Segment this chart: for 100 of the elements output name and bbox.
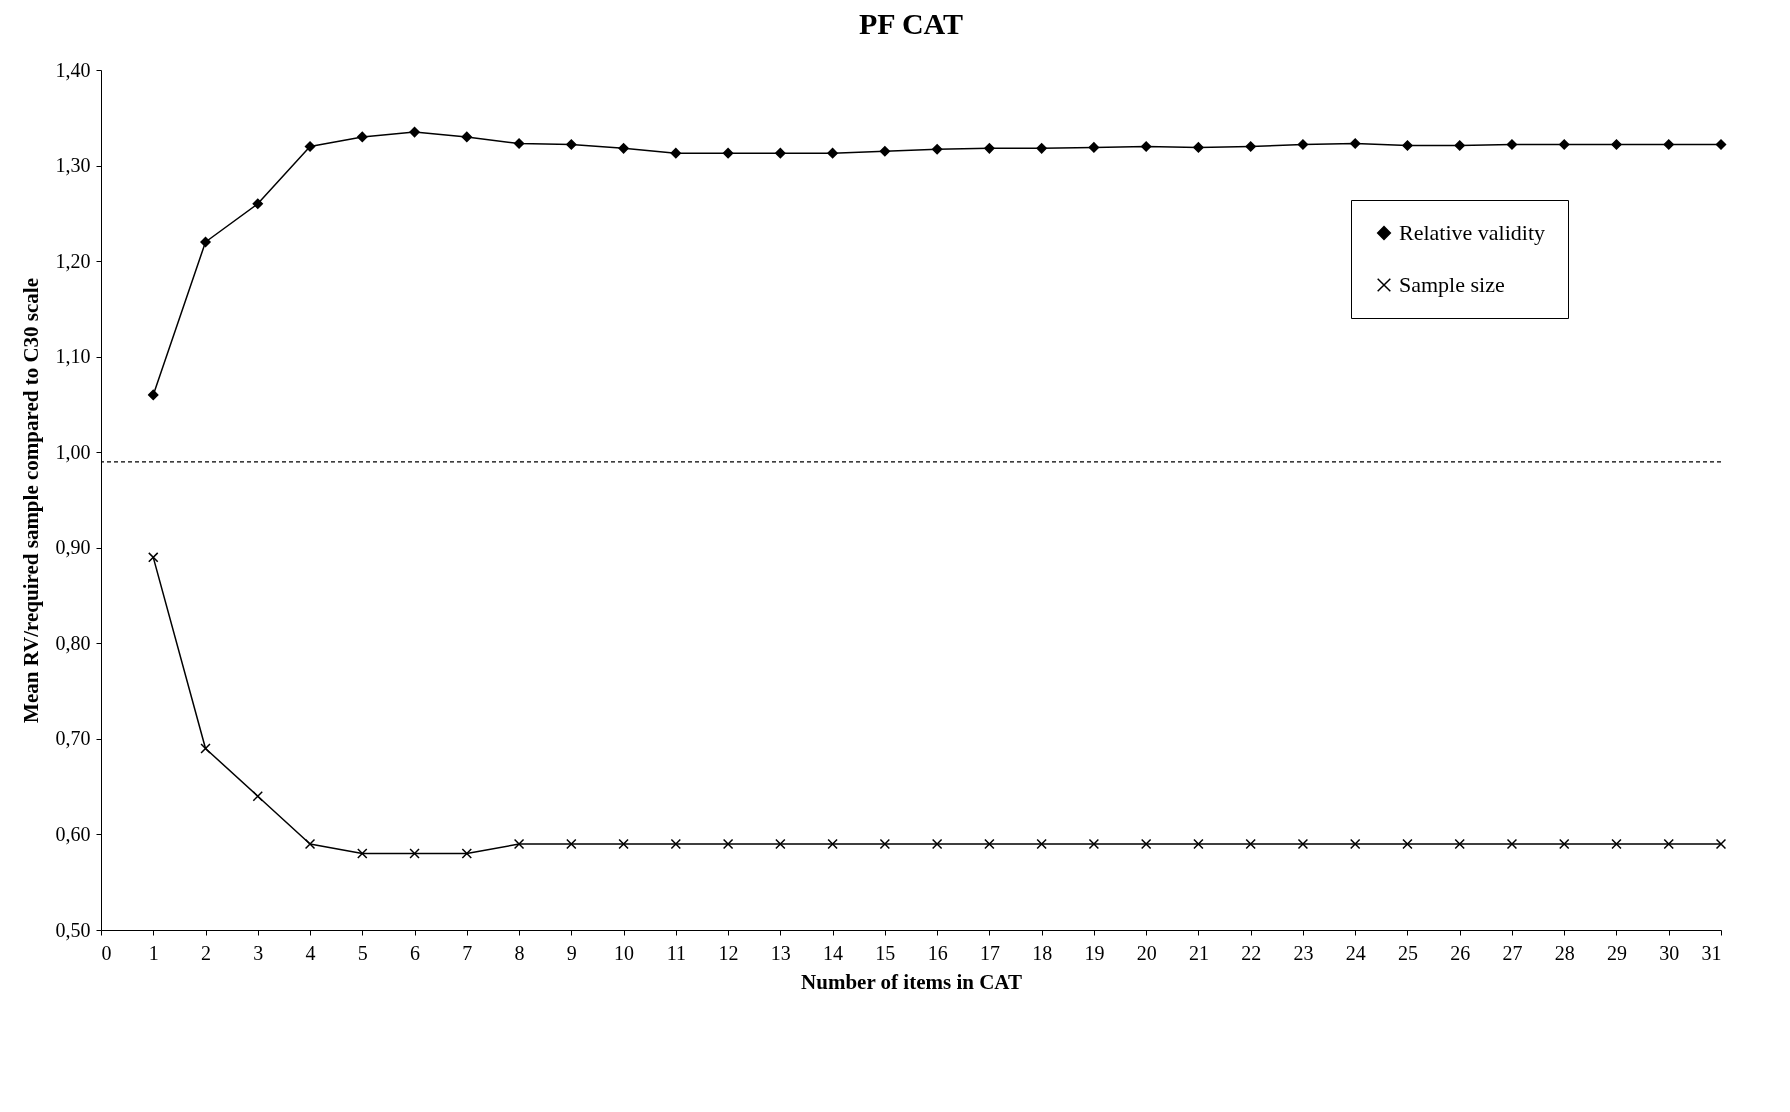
x-tick-label: 23 (1293, 941, 1314, 964)
point (409, 126, 420, 138)
point (304, 141, 316, 152)
point (1663, 139, 1674, 150)
y-tick-label: 0,60 (55, 822, 91, 845)
point (1402, 140, 1413, 151)
x-tick-label: 0 (101, 941, 112, 964)
point (1454, 140, 1465, 151)
point (1454, 838, 1465, 850)
x-tick-label: 19 (1084, 941, 1105, 964)
point (1715, 838, 1727, 850)
x-tick-label: 6 (410, 941, 421, 964)
point (461, 131, 473, 143)
point (879, 838, 891, 850)
point (357, 848, 368, 859)
point (984, 143, 995, 154)
point (1559, 838, 1570, 850)
y-tick-label: 0,90 (55, 536, 91, 559)
point (1715, 139, 1727, 150)
x-tick-label: 24 (1345, 941, 1366, 964)
x-tick-label: 30 (1659, 941, 1680, 964)
point (670, 147, 682, 159)
point (1402, 838, 1413, 850)
point (200, 743, 211, 754)
x-tick-label: 1 (148, 941, 159, 964)
x-tick-label: 12 (718, 941, 739, 964)
x-tick-label: 14 (823, 941, 844, 964)
y-tick-label: 1,40 (55, 58, 91, 81)
x-tick-label: 20 (1136, 941, 1157, 964)
x-tick-label: 11 (666, 941, 686, 964)
x-tick-label: 17 (979, 941, 1000, 964)
x-tick-label: 9 (566, 941, 577, 964)
x-tick-label: 28 (1554, 941, 1575, 964)
point (618, 838, 629, 850)
y-axis-title: Mean RV/required sample compared to C30 scale (18, 278, 43, 723)
point (252, 791, 263, 802)
y-tick-label: 0,80 (55, 631, 91, 654)
point (200, 236, 211, 248)
point (461, 848, 473, 859)
point (984, 838, 995, 850)
x-axis-title: Number of items in CAT (801, 969, 1022, 994)
x-tick-label: 3 (253, 941, 264, 964)
point (1559, 139, 1570, 150)
point (1506, 838, 1518, 850)
x-tick-label: 13 (770, 941, 791, 964)
x-tick-label: 27 (1502, 941, 1523, 964)
point (1245, 141, 1256, 152)
point (722, 838, 734, 850)
point (618, 143, 629, 154)
point (1506, 139, 1518, 150)
x-tick-label: 29 (1606, 941, 1627, 964)
legend-label: Relative validity (1399, 220, 1546, 245)
x-tick-label: 2 (201, 941, 212, 964)
point (1349, 838, 1361, 850)
x-tick-label: 16 (927, 941, 948, 964)
point (513, 838, 525, 850)
x-tick-label: 21 (1188, 941, 1209, 964)
point (931, 144, 943, 155)
point (1140, 141, 1152, 152)
point (1297, 139, 1309, 150)
point (827, 838, 838, 850)
point (1245, 838, 1256, 850)
x-tick-label: 18 (1032, 941, 1053, 964)
point (1611, 838, 1622, 850)
x-tick-label: 15 (875, 941, 896, 964)
point (1297, 838, 1309, 850)
y-tick-label: 1,30 (55, 154, 91, 177)
point (775, 147, 786, 159)
y-tick-label: 0,50 (55, 918, 91, 941)
y-tick-label: 0,70 (55, 727, 91, 750)
point (1349, 138, 1361, 149)
point (513, 138, 525, 149)
x-tick-label: 22 (1241, 941, 1262, 964)
chart-title: PF CAT (858, 7, 964, 40)
x-tick-label: 26 (1450, 941, 1471, 964)
x-tick-label: 7 (462, 941, 473, 964)
point (722, 147, 734, 159)
point (566, 139, 577, 150)
point (1663, 838, 1674, 850)
point (1611, 139, 1622, 150)
x-tick-label: 8 (514, 941, 525, 964)
legend-label: Sample size (1399, 272, 1505, 297)
point (1193, 838, 1204, 850)
point (252, 198, 263, 209)
point (148, 552, 159, 563)
y-tick-label: 1,20 (55, 249, 91, 272)
x-tick-label: 25 (1397, 941, 1418, 964)
point (357, 131, 368, 143)
point (827, 147, 838, 159)
x-tick-label: 4 (305, 941, 316, 964)
point (1140, 838, 1152, 850)
point (409, 848, 420, 859)
point (775, 838, 786, 850)
point (879, 146, 891, 157)
point (670, 838, 682, 850)
y-tick-label: 1,00 (55, 440, 91, 463)
point (148, 389, 159, 401)
x-tick-label: 5 (357, 941, 368, 964)
point (566, 838, 577, 850)
point (1036, 838, 1047, 850)
